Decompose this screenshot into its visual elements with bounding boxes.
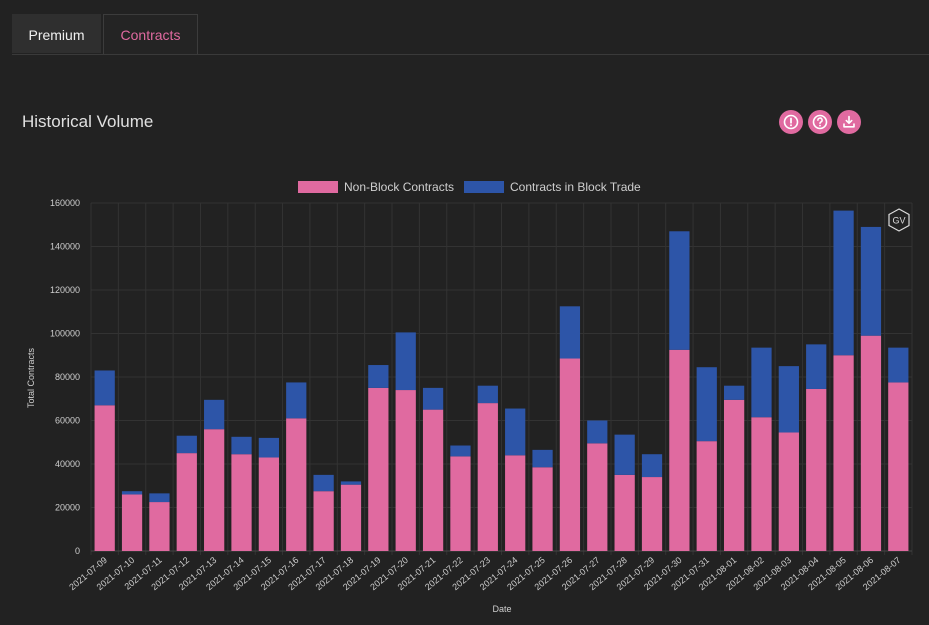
bar-block-trade[interactable] (121, 491, 143, 495)
page-title: Historical Volume (22, 112, 154, 131)
bar-non-block[interactable] (587, 443, 608, 551)
bar-block-trade[interactable] (751, 347, 772, 418)
bar-block-trade[interactable] (559, 306, 581, 359)
y-tick-label: 80000 (55, 372, 80, 382)
y-tick-label: 160000 (50, 198, 80, 208)
watermark-logo: GV (888, 208, 910, 232)
bar-non-block[interactable] (806, 388, 827, 551)
bar-non-block[interactable] (422, 409, 444, 551)
bar-block-trade[interactable] (477, 385, 498, 404)
tab-contracts[interactable]: Contracts (103, 14, 198, 54)
bar-block-trade[interactable] (806, 344, 827, 389)
y-tick-label: 60000 (55, 416, 80, 426)
tab-premium[interactable]: Premium (12, 14, 101, 53)
legend-swatch (298, 181, 338, 193)
x-axis: 2021-07-092021-07-102021-07-112021-07-12… (67, 555, 902, 592)
bar-non-block[interactable] (833, 355, 854, 551)
bar-block-trade[interactable] (231, 436, 252, 455)
legend-item[interactable]: Non-Block Contracts (298, 180, 454, 194)
bar-block-trade[interactable] (450, 445, 471, 457)
bar-block-trade[interactable] (340, 481, 362, 485)
bar-non-block[interactable] (231, 454, 252, 551)
bar-block-trade[interactable] (587, 420, 608, 444)
legend-swatch (464, 181, 504, 193)
bar-block-trade[interactable] (149, 493, 170, 503)
bar-non-block[interactable] (395, 390, 416, 551)
bar-non-block[interactable] (696, 441, 717, 551)
bar-non-block[interactable] (723, 399, 745, 551)
watermark-text: GV (892, 216, 905, 226)
bar-block-trade[interactable] (286, 382, 307, 419)
bar-non-block[interactable] (176, 453, 197, 551)
bar-non-block[interactable] (532, 467, 553, 551)
y-axis: 0 20000 40000 60000 80000 100000 120000 140000 1… (50, 198, 80, 556)
info-icon (783, 114, 799, 130)
bar-block-trade[interactable] (669, 231, 690, 350)
bar-non-block[interactable] (368, 387, 389, 551)
bar-non-block[interactable] (204, 429, 225, 551)
help-icon (812, 114, 828, 130)
bar-non-block[interactable] (614, 474, 635, 551)
bar-non-block[interactable] (149, 502, 170, 551)
bar-non-block[interactable] (888, 382, 909, 551)
bar-non-block[interactable] (669, 349, 690, 551)
bar-non-block[interactable] (313, 491, 334, 551)
bar-non-block[interactable] (258, 457, 280, 551)
y-tick-label: 140000 (50, 242, 80, 252)
bar-non-block[interactable] (751, 417, 772, 551)
bar-block-trade[interactable] (176, 435, 197, 454)
info-button[interactable] (779, 110, 803, 134)
bar-block-trade[interactable] (860, 226, 882, 336)
bar-block-trade[interactable] (696, 367, 717, 442)
bar-non-block[interactable] (340, 484, 362, 551)
y-axis-label: Total Contracts (26, 347, 36, 408)
chart-legend: Non-Block Contracts Contracts in Block Tr… (298, 180, 641, 194)
bar-block-trade[interactable] (532, 449, 553, 468)
bar-block-trade[interactable] (888, 347, 909, 383)
y-tick-label: 0 (75, 546, 80, 556)
bar-block-trade[interactable] (204, 399, 225, 430)
chart-bars (94, 210, 909, 551)
bar-block-trade[interactable] (313, 474, 334, 492)
bar-block-trade[interactable] (641, 454, 663, 478)
bar-block-trade[interactable] (368, 365, 389, 388)
y-tick-label: 40000 (55, 459, 80, 469)
bar-block-trade[interactable] (723, 385, 745, 400)
y-tick-label: 20000 (55, 503, 80, 513)
bar-block-trade[interactable] (505, 408, 526, 456)
bar-non-block[interactable] (860, 335, 882, 551)
bar-non-block[interactable] (559, 358, 581, 551)
bar-block-trade[interactable] (778, 366, 799, 433)
bar-non-block[interactable] (121, 494, 143, 551)
bar-non-block[interactable] (505, 455, 526, 551)
x-axis-label: Date (492, 604, 511, 614)
bar-block-trade[interactable] (258, 437, 280, 458)
y-tick-label: 100000 (50, 329, 80, 339)
bar-block-trade[interactable] (422, 387, 444, 410)
bar-non-block[interactable] (450, 456, 471, 551)
bar-block-trade[interactable] (614, 434, 635, 475)
y-tick-label: 120000 (50, 285, 80, 295)
download-icon (843, 115, 855, 128)
legend-item[interactable]: Contracts in Block Trade (464, 180, 641, 194)
bar-non-block[interactable] (94, 405, 115, 551)
bar-non-block[interactable] (641, 477, 663, 551)
bar-block-trade[interactable] (94, 370, 115, 406)
volume-chart: 0 20000 40000 60000 80000 100000 120000 140000 1… (26, 180, 913, 614)
chart-grid (90, 202, 913, 555)
bar-non-block[interactable] (286, 418, 307, 551)
legend-label: Non-Block Contracts (344, 180, 454, 194)
bar-block-trade[interactable] (833, 210, 854, 356)
bar-block-trade[interactable] (395, 332, 416, 391)
bar-non-block[interactable] (477, 403, 498, 551)
legend-label: Contracts in Block Trade (510, 180, 641, 194)
help-button[interactable] (808, 110, 832, 134)
bar-non-block[interactable] (778, 432, 799, 551)
download-button[interactable] (837, 110, 861, 134)
tab-bar: Premium Contracts (12, 14, 929, 55)
